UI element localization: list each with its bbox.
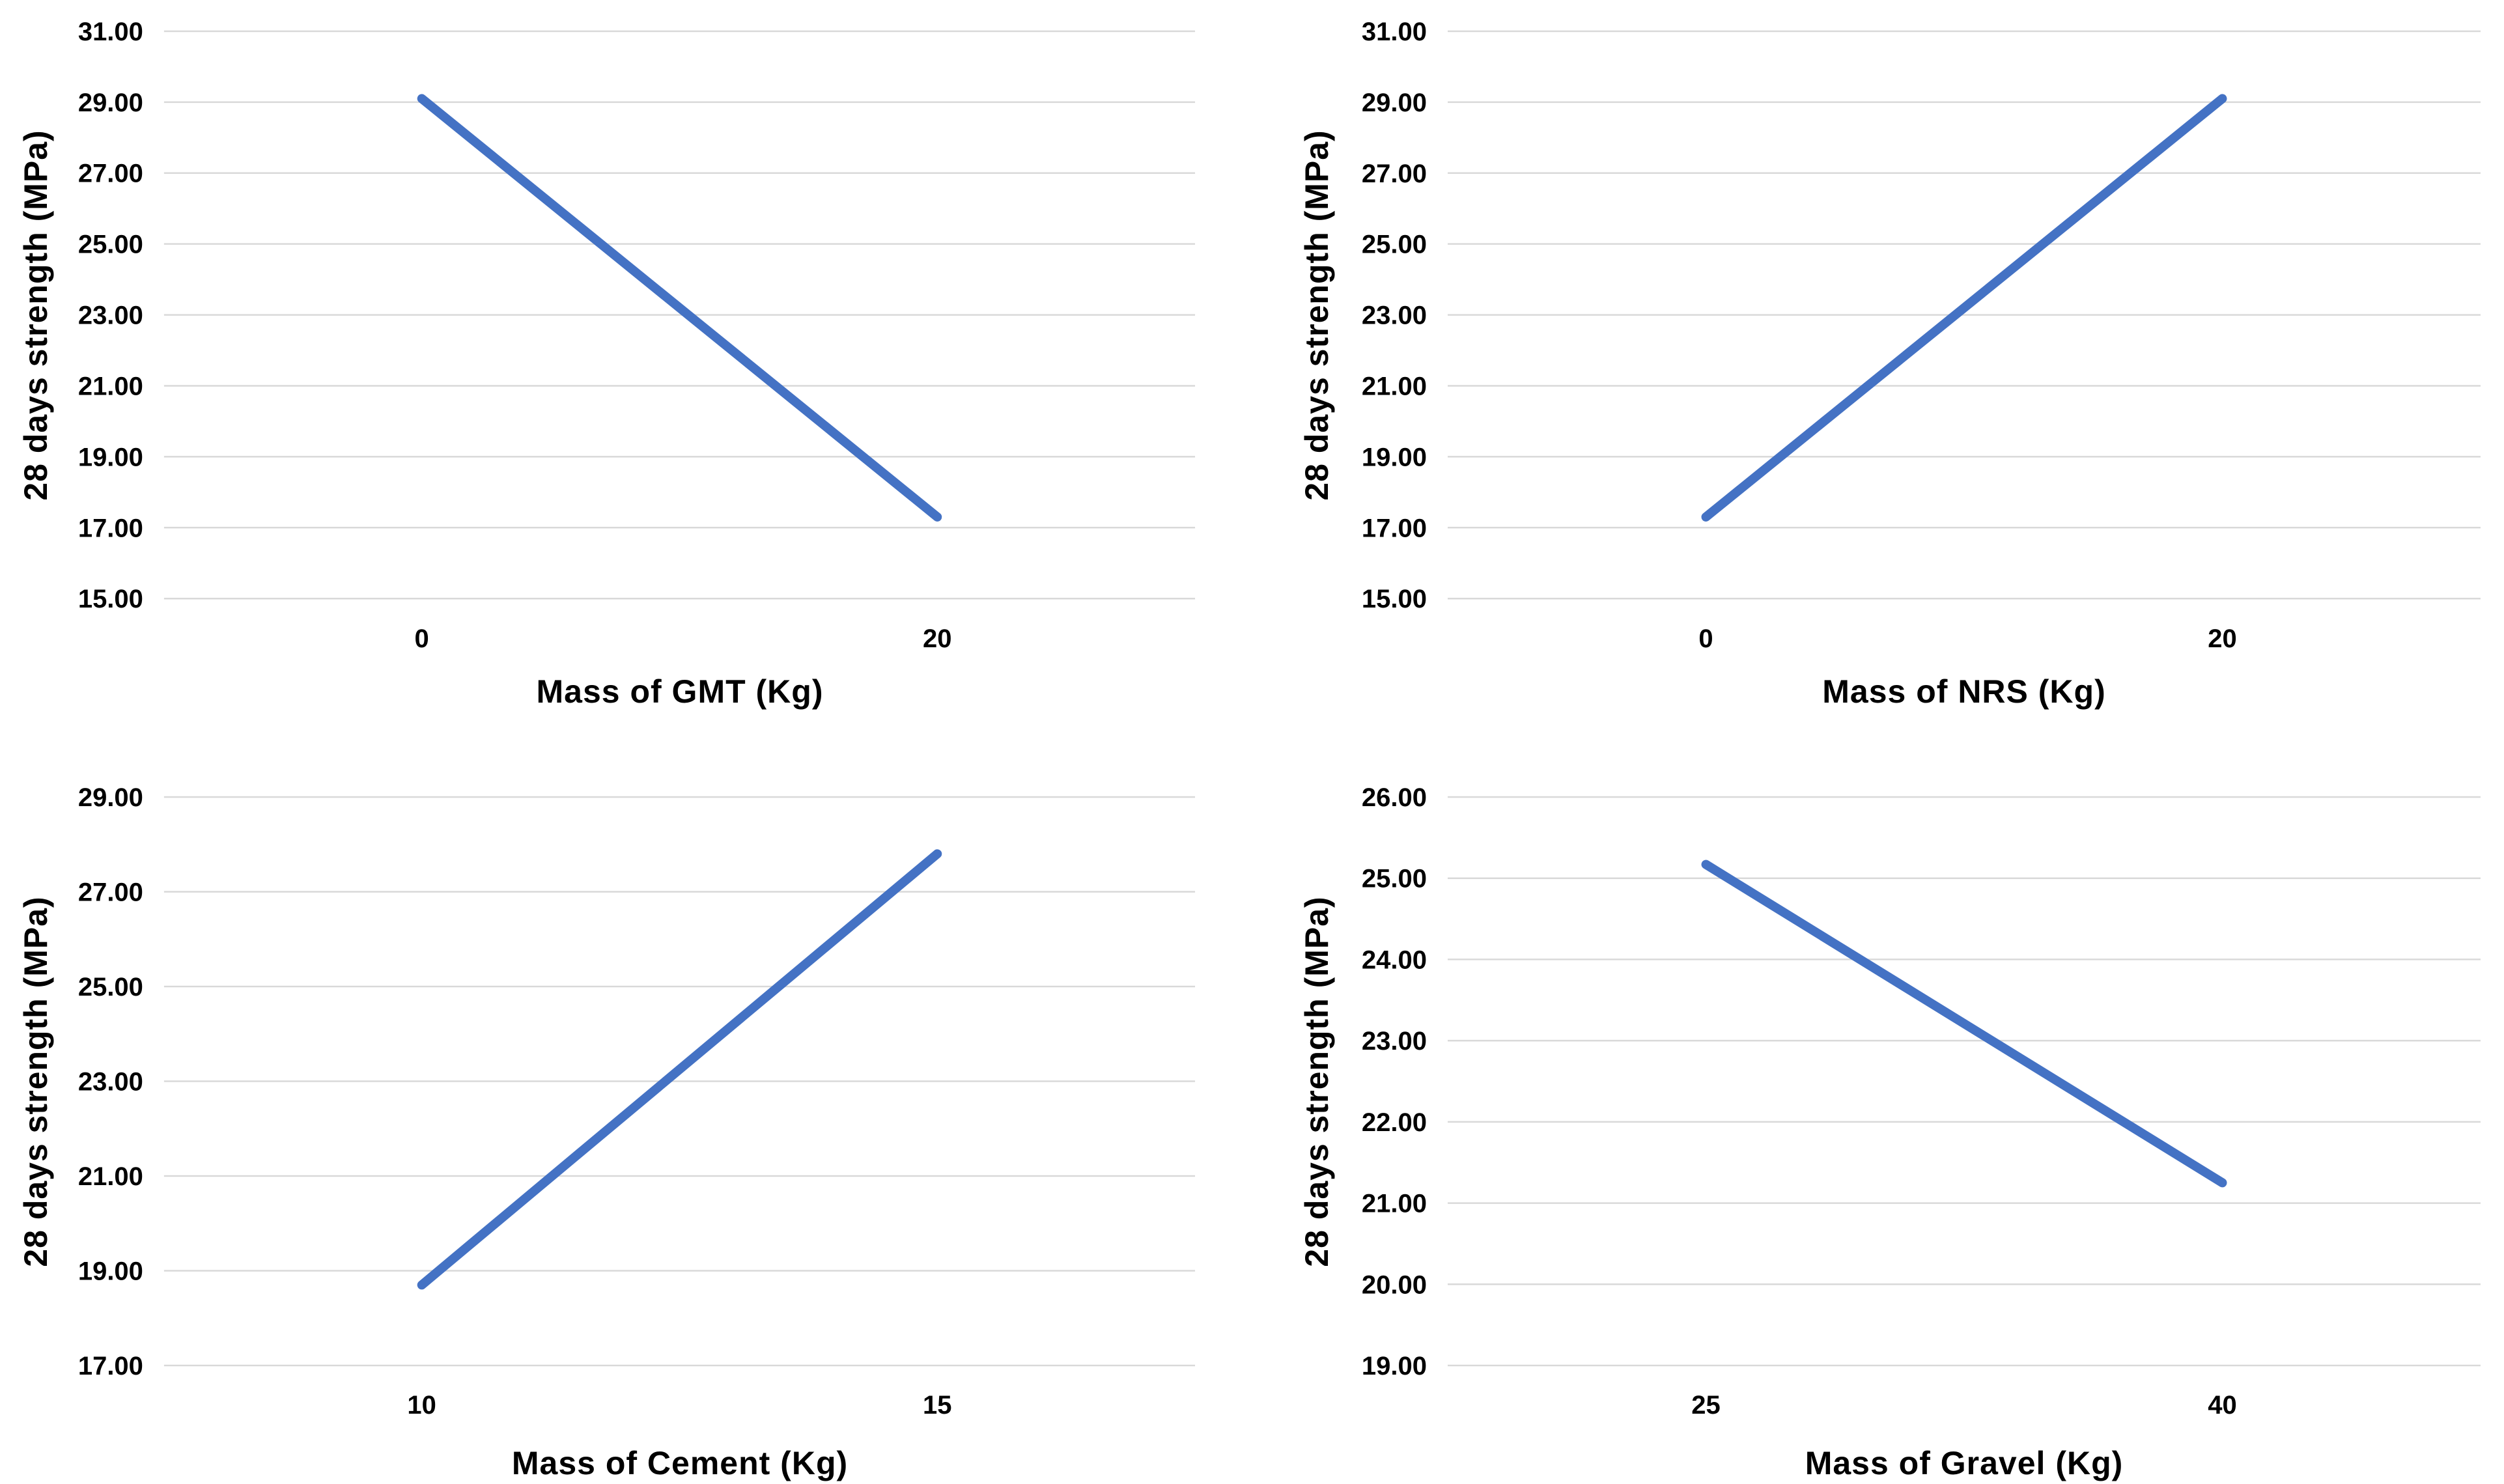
y-tick-label: 27.00 [1362,160,1427,188]
y-tick-label: 17.00 [1362,514,1427,542]
y-tick-label: 19.00 [1362,1352,1427,1380]
y-tick-label: 23.00 [78,301,143,330]
x-axis-title: Mass of Cement (Kg) [511,1445,849,1481]
y-tick-label: 24.00 [1362,945,1427,974]
y-tick-label: 29.00 [1362,89,1427,117]
y-tick-label: 20.00 [1362,1270,1427,1299]
y-tick-label: 31.00 [1362,18,1427,46]
y-tick-label: 21.00 [78,1162,143,1191]
y-tick-label: 23.00 [1362,1027,1427,1056]
gravel-line-chart: 26.00 25.00 24.00 23.00 22.00 21.00 20.00 19.00… [1362,783,2481,1420]
y-tick-label: 25.00 [78,231,143,259]
data-line-nrs [1701,94,2227,522]
y-tick-label: 15.00 [1362,585,1427,613]
x-axis-title: Mass of GMT (Kg) [536,673,824,710]
y-tick-label: 17.00 [78,1352,143,1380]
data-line-cement [417,849,942,1290]
x-axis-title: Mass of Gravel (Kg) [1805,1445,2124,1481]
data-line-gravel [1701,860,2227,1188]
x-tick-label: 0 [415,624,429,653]
y-tick-label: 21.00 [78,372,143,400]
x-axis-title: Mass of NRS (Kg) [1822,673,2106,710]
y-tick-label: 17.00 [78,514,143,542]
chart-cell-cement: 29.00 27.00 25.00 23.00 21.00 19.00 17.00 10 15 … [0,742,1252,1484]
y-tick-label: 21.00 [1362,372,1427,400]
x-tick-label: 25 [1691,1391,1721,1420]
y-tick-label: 19.00 [1362,443,1427,471]
y-tick-label: 22.00 [1362,1108,1427,1137]
y-tick-label: 27.00 [78,878,143,906]
y-tick-label: 29.00 [78,783,143,812]
chart-cell-nrs: 31.00 29.00 27.00 25.00 23.00 21.00 19.00 17.00… [1252,0,2504,742]
x-tick-label: 40 [2208,1391,2237,1420]
chart-cell-gmt: 31.00 29.00 27.00 25.00 23.00 21.00 19.00 17.00… [0,0,1252,742]
y-tick-label: 23.00 [1362,301,1427,330]
y-tick-label: 23.00 [78,1067,143,1096]
y-tick-label: 26.00 [1362,783,1427,812]
x-tick-label: 20 [923,624,951,653]
y-tick-label: 19.00 [78,443,143,471]
y-tick-label: 25.00 [78,973,143,1001]
y-tick-label: 31.00 [78,18,143,46]
x-tick-label: 0 [1698,624,1713,653]
y-axis-title: 28 days strength (MPa) [1299,130,1335,501]
y-tick-label: 25.00 [1362,865,1427,893]
y-tick-label: 15.00 [78,585,143,613]
y-tick-label: 19.00 [78,1257,143,1285]
cement-line-chart: 29.00 27.00 25.00 23.00 21.00 19.00 17.00 10 15 [78,783,1196,1420]
y-tick-label: 27.00 [78,160,143,188]
y-axis-title: 28 days strength (MPa) [18,130,54,501]
y-axis-title: 28 days strength (MPa) [1299,895,1335,1267]
x-tick-label: 15 [923,1391,951,1420]
chart-cell-gravel: 26.00 25.00 24.00 23.00 22.00 21.00 20.00 19.00… [1252,742,2504,1484]
data-line-gmt [417,94,942,522]
y-axis-title: 28 days strength (MPa) [18,895,54,1267]
x-tick-label: 10 [407,1391,436,1420]
nrs-line-chart: 31.00 29.00 27.00 25.00 23.00 21.00 19.00 17.00… [1362,18,2481,653]
y-tick-label: 25.00 [1362,231,1427,259]
x-tick-label: 20 [2208,624,2236,653]
y-tick-label: 29.00 [78,89,143,117]
gmt-line-chart: 31.00 29.00 27.00 25.00 23.00 21.00 19.00 17.00… [78,18,1196,653]
y-tick-label: 21.00 [1362,1190,1427,1218]
